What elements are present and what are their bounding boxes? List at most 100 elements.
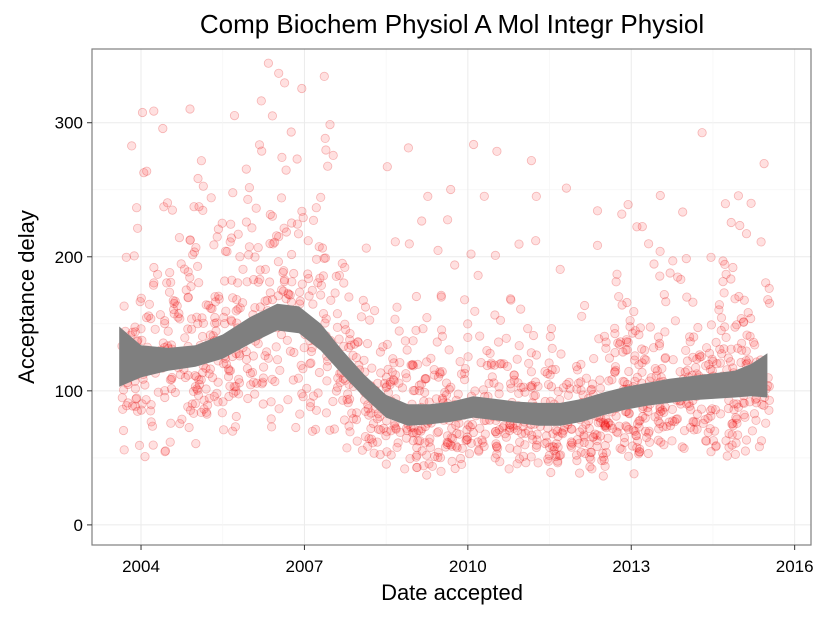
data-point xyxy=(733,402,744,412)
data-point xyxy=(172,301,182,311)
data-point xyxy=(316,280,326,290)
data-point xyxy=(193,319,203,329)
data-point xyxy=(634,416,644,426)
data-point xyxy=(741,356,751,366)
data-point xyxy=(341,325,351,335)
data-point xyxy=(148,280,159,290)
data-point xyxy=(266,414,276,424)
data-point xyxy=(361,243,371,253)
data-point xyxy=(637,367,647,377)
data-point xyxy=(723,353,734,363)
data-point xyxy=(587,464,597,474)
data-point xyxy=(344,394,355,404)
data-point xyxy=(559,425,569,435)
data-point xyxy=(409,428,419,438)
data-point xyxy=(366,434,376,444)
data-point xyxy=(490,250,500,260)
data-point xyxy=(261,347,272,357)
data-point xyxy=(512,445,522,455)
data-point xyxy=(271,231,282,241)
data-point xyxy=(566,440,576,450)
data-point xyxy=(739,410,749,420)
data-point xyxy=(506,295,516,305)
data-point xyxy=(474,446,484,456)
data-point xyxy=(223,372,234,382)
data-point xyxy=(523,426,533,436)
data-point xyxy=(487,372,497,382)
x-axis-title: Date accepted xyxy=(381,580,523,605)
data-point xyxy=(201,363,211,373)
data-point xyxy=(229,382,239,392)
data-point xyxy=(167,205,177,215)
data-point xyxy=(390,314,400,324)
data-point xyxy=(223,364,234,374)
data-point xyxy=(319,253,329,263)
data-point xyxy=(279,223,289,233)
data-point xyxy=(180,372,190,383)
data-point xyxy=(441,378,452,388)
data-point xyxy=(756,436,767,446)
data-point xyxy=(563,390,573,400)
data-point xyxy=(325,120,335,130)
data-point xyxy=(697,128,707,138)
data-point xyxy=(485,348,495,358)
data-point xyxy=(226,315,236,325)
data-point xyxy=(382,162,392,172)
data-point xyxy=(630,351,640,361)
data-point xyxy=(432,337,442,347)
data-point xyxy=(285,290,295,300)
data-point xyxy=(604,376,614,386)
data-point xyxy=(655,271,665,281)
data-point xyxy=(265,239,275,249)
data-point xyxy=(206,193,216,203)
data-point xyxy=(227,275,237,285)
data-point xyxy=(402,425,412,436)
data-point xyxy=(426,353,436,363)
data-point xyxy=(254,140,265,150)
data-point xyxy=(748,337,759,347)
data-point xyxy=(314,242,324,252)
data-point xyxy=(375,449,385,460)
data-point xyxy=(279,275,290,285)
data-point xyxy=(241,347,251,357)
data-point xyxy=(193,173,203,184)
data-point xyxy=(470,306,480,316)
data-point xyxy=(527,382,537,392)
data-point xyxy=(400,336,410,346)
data-point xyxy=(385,379,395,390)
data-point xyxy=(664,417,674,427)
data-point xyxy=(379,378,390,389)
data-point xyxy=(420,387,430,398)
data-point xyxy=(718,276,728,287)
data-point xyxy=(303,273,314,284)
data-point xyxy=(351,352,361,363)
data-point xyxy=(492,146,502,156)
data-point xyxy=(363,441,373,451)
data-point xyxy=(311,203,321,213)
data-point xyxy=(462,434,472,445)
data-point xyxy=(286,127,296,137)
data-point xyxy=(498,423,508,433)
data-point xyxy=(185,235,195,245)
data-point xyxy=(527,380,537,391)
plot-panel-border xyxy=(91,48,812,546)
data-point xyxy=(345,328,355,339)
data-point xyxy=(386,450,396,460)
data-point xyxy=(165,267,175,278)
data-point xyxy=(320,318,330,328)
data-point xyxy=(751,415,761,425)
data-point xyxy=(287,277,297,287)
data-point xyxy=(622,337,632,347)
data-point xyxy=(332,309,342,319)
data-point xyxy=(746,198,756,208)
data-point xyxy=(457,443,467,453)
data-point xyxy=(411,452,421,462)
data-point xyxy=(389,376,399,386)
data-point xyxy=(410,385,420,396)
data-point xyxy=(447,441,457,451)
data-point xyxy=(660,327,670,337)
data-point xyxy=(273,291,283,301)
data-point xyxy=(670,316,681,326)
data-point xyxy=(462,425,472,435)
data-point xyxy=(400,464,410,474)
